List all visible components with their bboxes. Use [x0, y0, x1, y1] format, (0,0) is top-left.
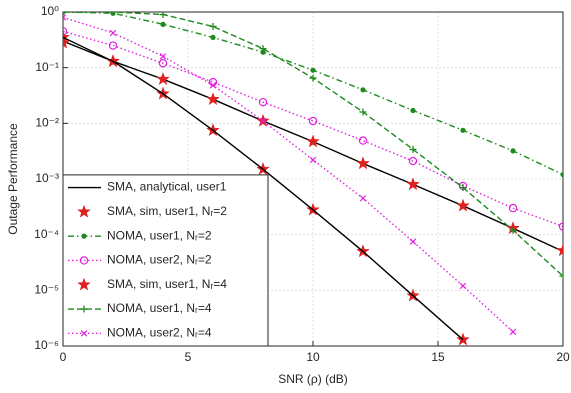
y-tick-label: 10⁻³: [35, 171, 59, 185]
legend-label: SMA, analytical, user1: [107, 180, 227, 194]
point: [359, 195, 367, 202]
point: [409, 238, 417, 245]
point: [109, 29, 117, 37]
point: [410, 107, 416, 114]
point: [156, 71, 170, 86]
point: [79, 256, 89, 265]
plot-series: [63, 12, 563, 346]
point: [509, 226, 517, 234]
point: [510, 148, 516, 154]
point: [310, 67, 316, 73]
point: [109, 12, 117, 16]
y-tick-label: 10⁰: [41, 4, 59, 18]
point: [108, 41, 118, 50]
point: [260, 49, 266, 55]
point: [356, 156, 370, 170]
x-tick-label: 5: [185, 350, 192, 364]
point: [306, 134, 320, 148]
point: [508, 203, 518, 213]
x-tick-label: 10: [306, 350, 320, 364]
y-axis-label: Outage Performance: [6, 123, 20, 235]
point: [309, 74, 317, 82]
point: [160, 21, 166, 27]
point: [459, 282, 467, 290]
point: [509, 328, 517, 336]
legend-label: NOMA, user2, Nᵣ=2: [107, 253, 212, 267]
legend-label: SMA, sim, user1, Nᵣ=2: [107, 204, 227, 218]
x-tick-label: 0: [60, 350, 67, 364]
point: [210, 34, 216, 40]
point: [459, 184, 467, 192]
point: [560, 171, 563, 178]
y-tick-label: 10⁻⁵: [34, 283, 59, 297]
point: [77, 204, 91, 218]
point: [159, 12, 167, 19]
point: [209, 82, 217, 89]
point: [209, 22, 217, 30]
point: [460, 127, 466, 133]
point: [63, 30, 70, 44]
point: [259, 45, 267, 53]
x-axis-label: SNR (ρ) (dB): [278, 372, 348, 386]
point: [360, 87, 366, 93]
legend-label: SMA, sim, user1, Nᵣ=4: [107, 277, 227, 291]
y-tick-label: 10⁻⁶: [34, 338, 59, 352]
y-tick-label: 10⁻⁴: [34, 227, 59, 241]
x-tick-label: 15: [431, 350, 445, 364]
point: [309, 156, 317, 164]
point: [63, 14, 67, 21]
point: [159, 53, 167, 60]
point: [359, 108, 367, 116]
point: [408, 156, 418, 166]
point: [206, 92, 220, 106]
point: [358, 136, 368, 145]
point: [80, 305, 88, 313]
point: [81, 233, 87, 239]
point: [80, 330, 88, 337]
point: [77, 277, 91, 291]
point: [558, 222, 563, 231]
legend-label: NOMA, user1, Nᵣ=2: [107, 228, 212, 242]
y-tick-label: 10⁻¹: [35, 60, 59, 74]
series-line: [63, 36, 464, 341]
x-tick-label: 20: [556, 350, 570, 364]
legend-label: NOMA, user2, Nᵣ=4: [107, 326, 212, 340]
point: [308, 116, 318, 126]
point: [259, 117, 267, 125]
legend-label: NOMA, user1, Nᵣ=4: [107, 301, 212, 315]
series-line: [63, 16, 514, 333]
point: [556, 243, 563, 257]
point: [456, 198, 470, 212]
point: [559, 272, 563, 280]
point: [158, 59, 168, 68]
y-tick-label: 10⁻²: [35, 116, 59, 130]
point: [409, 145, 417, 153]
point: [258, 97, 268, 107]
point: [406, 177, 420, 191]
